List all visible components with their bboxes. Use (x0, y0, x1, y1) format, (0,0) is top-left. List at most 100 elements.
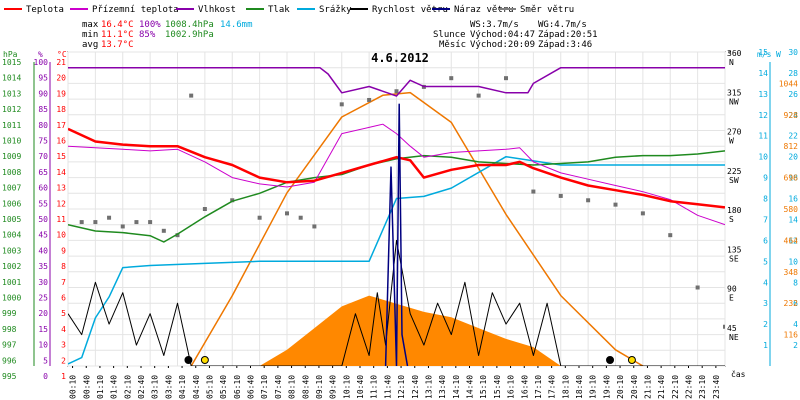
x-tick: 23:10 (698, 375, 707, 399)
x-tick-label: 18:10 (561, 375, 570, 399)
x-tick: 11:10 (370, 375, 379, 399)
x-tick-label: 05:40 (219, 375, 228, 399)
stat-label: avg (82, 40, 98, 50)
x-tick-label: 20:10 (616, 375, 625, 399)
x-tick-label: 14:40 (466, 375, 475, 399)
tick-temp: 14 (56, 168, 66, 177)
axis-unit-dir: ° (727, 50, 732, 59)
tick-temp: 10 (56, 231, 66, 240)
tick-dir-compass: N (729, 58, 734, 67)
x-tick-label: 07:10 (260, 375, 269, 399)
x-tick: 21:40 (657, 375, 666, 399)
moon-marker (184, 356, 193, 364)
tick-pct: 85 (38, 105, 48, 114)
stat-label: max (82, 20, 99, 30)
wind-dir-point (586, 198, 591, 203)
legend-label: Teplota (26, 5, 64, 15)
x-tick-label: 17:40 (548, 375, 557, 399)
wind-dir-point (504, 76, 508, 81)
tick-wm: 26 (788, 90, 798, 99)
axis-unit-temp: °C (57, 50, 67, 59)
x-tick: 01:10 (96, 375, 105, 399)
legend-label: Náraz větru (454, 5, 514, 15)
tick-pct: 100 (34, 58, 49, 67)
wind-dir-point (695, 285, 700, 290)
humidity-line (68, 66, 725, 97)
x-tick-label: 02:40 (137, 375, 146, 399)
x-tick: 23:40 (712, 375, 721, 399)
moon-marker (606, 356, 615, 364)
tick-temp: 8 (61, 262, 66, 271)
x-tick-label: 17:10 (534, 375, 543, 399)
tick-temp: 15 (56, 152, 66, 161)
x-tick-label: 04:40 (192, 375, 201, 399)
tick-rad: 232 (784, 299, 799, 308)
tick-ms: 8 (763, 195, 768, 204)
tick-rad: 580 (784, 205, 799, 214)
x-tick-label: 13:10 (424, 375, 433, 399)
x-tick: 16:10 (507, 375, 516, 399)
tick-ms: 15 (758, 48, 768, 57)
x-tick-label: 12:10 (397, 375, 406, 399)
x-tick-label: 14:10 (452, 375, 461, 399)
tick-pct: 70 (38, 152, 48, 161)
x-tick: 02:10 (123, 375, 132, 399)
x-tick-label: 16:40 (520, 375, 529, 399)
x-tick: 06:10 (233, 375, 242, 399)
stat-min-press: 1002.9hPa (165, 30, 214, 40)
radiation-area (259, 295, 561, 366)
tick-rad: 348 (784, 268, 799, 277)
wind-dir-point (476, 93, 481, 98)
tick-pct: 50 (38, 215, 48, 224)
x-tick: 10:40 (356, 375, 365, 399)
x-tick: 15:40 (493, 375, 502, 399)
x-tick: 06:40 (247, 375, 256, 399)
wind-dir-point (134, 220, 139, 225)
tick-ms: 4 (763, 278, 768, 287)
x-tick-label: 10:40 (356, 375, 365, 399)
x-tick-label: 09:40 (329, 375, 338, 399)
tick-pct: 65 (38, 168, 48, 177)
tick-dir-deg: 45 (727, 324, 737, 333)
wind-speed-stat: WS:3.7m/s (470, 20, 519, 30)
tick-rad: 812 (784, 142, 799, 151)
tick-wm: 22 (788, 132, 798, 141)
tick-dir-deg: 270 (727, 128, 742, 137)
x-tick-label: 03:10 (151, 375, 160, 399)
tick-hpa: 1006 (2, 199, 21, 208)
tick-wm: 12 (788, 236, 798, 245)
sun-marker (627, 356, 636, 364)
stat-max-press: 1008.4hPa (165, 20, 214, 30)
tick-temp: 13 (56, 184, 66, 193)
tick-hpa: 1000 (2, 294, 21, 303)
x-tick: 19:10 (589, 375, 598, 399)
tick-hpa: 1004 (2, 231, 21, 240)
x-tick: 22:10 (671, 375, 680, 399)
tick-ms: 2 (763, 320, 768, 329)
tick-hpa: 1003 (2, 246, 21, 255)
tick-temp: 6 (61, 294, 66, 303)
x-tick-label: 16:10 (507, 375, 516, 399)
legend-label: Vlhkost (198, 5, 236, 15)
x-tick: 07:10 (260, 375, 269, 399)
axis-unit-pct: % (38, 50, 43, 59)
tick-wm: 4 (793, 320, 798, 329)
tick-hpa: 1015 (2, 58, 21, 67)
tick-hpa: 995 (2, 372, 17, 381)
x-tick-label: 15:10 (479, 375, 488, 399)
x-tick-label: 00:40 (82, 375, 91, 399)
x-tick: 22:40 (685, 375, 694, 399)
tick-rad: 696 (784, 174, 799, 183)
wind-speed-line (68, 239, 725, 366)
solar-curve (190, 91, 644, 366)
tick-temp: 9 (61, 246, 66, 255)
wind-dir-point (79, 220, 84, 225)
stat-min-temp: 11.1°C (101, 30, 134, 40)
tick-wm: 24 (788, 111, 798, 120)
tick-rad: 1044 (779, 79, 798, 88)
wind-dir-point (175, 233, 180, 238)
tick-pct: 25 (38, 294, 48, 303)
wind-dir-point (723, 324, 725, 329)
tick-pct: 35 (38, 262, 48, 271)
x-tick-label: 01:10 (96, 375, 105, 399)
